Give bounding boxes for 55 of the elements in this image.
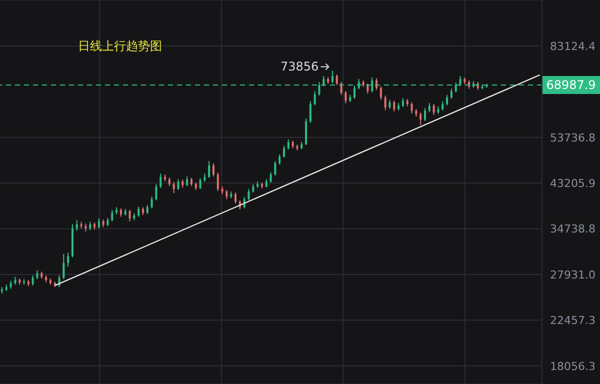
y-tick-label: 27931.0 — [550, 268, 596, 282]
text: 日线上行趋势图 — [78, 38, 162, 55]
candlestick — [420, 112, 422, 126]
candlestick — [380, 86, 382, 100]
candlestick — [226, 189, 228, 200]
candlestick — [98, 218, 100, 229]
candlestick — [234, 192, 237, 204]
candlestick — [314, 90, 316, 106]
candlestick — [155, 184, 158, 201]
candlestick — [305, 118, 308, 146]
candlestick — [172, 182, 175, 194]
candlestick — [216, 172, 219, 192]
candlestick — [111, 209, 114, 222]
candlestick — [76, 220, 78, 232]
candlestick — [160, 173, 162, 188]
candlestick — [384, 95, 386, 111]
candlestick — [309, 100, 312, 124]
y-tick-label: 53736.8 — [550, 131, 596, 144]
candlestick — [138, 206, 140, 218]
candlestick — [274, 160, 276, 176]
candlestick — [336, 74, 338, 86]
candlestick — [128, 209, 131, 222]
candlestick — [344, 90, 347, 104]
candlestick — [353, 85, 356, 100]
candlestick — [248, 188, 250, 201]
candlestick — [450, 88, 452, 100]
candlestick — [36, 270, 38, 280]
candlestick — [62, 253, 65, 280]
y-tick-label: 34738.8 — [550, 222, 596, 236]
candlestick — [199, 178, 202, 190]
candlestick — [270, 172, 272, 184]
candlestick — [442, 100, 444, 111]
candlestick — [67, 252, 70, 268]
y-tick-label: 83124.4 — [550, 40, 596, 53]
candlestick — [282, 145, 285, 158]
candlestick — [446, 94, 448, 106]
candlestick — [432, 104, 435, 116]
candlestick — [393, 100, 396, 112]
y-tick-label: 18056.3 — [550, 360, 596, 373]
candlestick — [428, 102, 430, 113]
candlestick — [410, 102, 413, 114]
candlestick — [212, 162, 214, 177]
candlestick — [150, 196, 153, 209]
candlestick — [287, 138, 290, 150]
y-tick-label: 22457.3 — [550, 314, 596, 328]
y-tick-label: 43205.9 — [550, 176, 596, 190]
candlestick — [32, 274, 34, 286]
candlestick — [278, 154, 281, 166]
candlestick — [208, 160, 210, 178]
candlestick — [366, 82, 369, 94]
candlestick — [177, 178, 180, 190]
ref-line-label: 68987.9 — [546, 78, 596, 92]
annotation: 73856 — [280, 60, 319, 74]
candlestick — [424, 108, 426, 122]
candlestick — [186, 176, 188, 187]
